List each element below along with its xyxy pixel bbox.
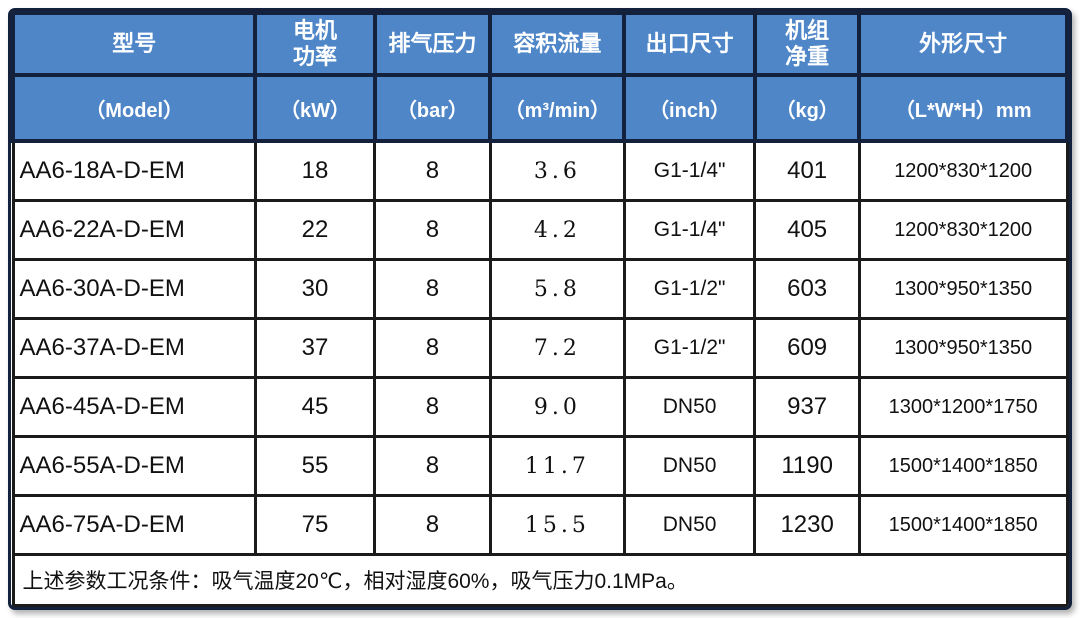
col-unit-motor-power: （kW）	[253, 73, 377, 143]
model-cell: AA6-22A-D-EM	[11, 199, 257, 261]
flow-cell: 4.2	[488, 199, 626, 261]
footnote-text: 上述参数工况条件：吸气温度20℃，相对湿度60%，吸气压力0.1MPa。	[11, 553, 1069, 607]
pressure-cell: 8	[373, 258, 492, 320]
col-header-weight: 机组 净重	[752, 11, 862, 77]
table-row: AA6-75A-D-EM 75 8 15.5 DN50 1230 1500*1400*185…	[11, 494, 1069, 556]
power-cell: 45	[253, 376, 377, 438]
pressure-cell: 8	[373, 494, 492, 556]
power-cell: 55	[253, 435, 377, 497]
col-header-pressure: 排气压力	[372, 11, 493, 77]
dimensions-cell: 1500*1400*1850	[857, 494, 1069, 556]
flow-cell: 9.0	[488, 376, 626, 438]
outlet-cell: G1-1/4"	[622, 199, 757, 261]
flow-cell: 3.6	[488, 139, 626, 202]
table-row: AA6-45A-D-EM 45 8 9.0 DN50 937 1300*1200*1750	[11, 376, 1069, 438]
model-cell: AA6-45A-D-EM	[11, 376, 257, 438]
header-unit-row: （Model） （kW） （bar） （m³/min） （inch） （kg） …	[11, 73, 1069, 143]
table-body: AA6-18A-D-EM 18 8 3.6 G1-1/4" 401 1200*830*120…	[11, 139, 1069, 556]
dimensions-cell: 1300*950*1350	[857, 258, 1069, 320]
table-row: AA6-18A-D-EM 18 8 3.6 G1-1/4" 401 1200*830*120…	[11, 139, 1069, 202]
model-cell: AA6-37A-D-EM	[11, 317, 257, 379]
dimensions-cell: 1200*830*1200	[857, 199, 1069, 261]
table-header: 型号 电机 功率 排气压力 容积流量 出口尺寸 机组 净重 外形尺寸 （Mode…	[11, 11, 1069, 143]
weight-cell: 405	[753, 199, 861, 261]
model-cell: AA6-30A-D-EM	[11, 258, 257, 320]
col-unit-outlet: （inch）	[622, 73, 757, 143]
dimensions-cell: 1300*1200*1750	[857, 376, 1069, 438]
outlet-cell: DN50	[622, 376, 757, 438]
col-unit-dimensions: （L*W*H）mm	[857, 73, 1069, 143]
spec-table: 型号 电机 功率 排气压力 容积流量 出口尺寸 机组 净重 外形尺寸 （Mode…	[8, 8, 1072, 610]
pressure-cell: 8	[373, 435, 492, 497]
model-cell: AA6-75A-D-EM	[11, 494, 257, 556]
outlet-cell: DN50	[622, 494, 757, 556]
power-cell: 22	[253, 199, 377, 261]
model-cell: AA6-55A-D-EM	[11, 435, 257, 497]
outlet-cell: G1-1/2"	[622, 258, 757, 320]
header-title-row: 型号 电机 功率 排气压力 容积流量 出口尺寸 机组 净重 外形尺寸	[11, 11, 1069, 77]
pressure-cell: 8	[373, 376, 492, 438]
model-cell: AA6-18A-D-EM	[11, 139, 257, 202]
col-header-flow: 容积流量	[488, 11, 627, 77]
table-row: AA6-22A-D-EM 22 8 4.2 G1-1/4" 405 1200*830*120…	[11, 199, 1069, 261]
col-unit-model: （Model）	[11, 73, 258, 143]
flow-cell: 11.7	[488, 435, 626, 497]
flow-cell: 15.5	[488, 494, 626, 556]
col-header-outlet: 出口尺寸	[622, 11, 757, 77]
table-footer: 上述参数工况条件：吸气温度20℃，相对湿度60%，吸气压力0.1MPa。	[11, 553, 1069, 607]
compressor-spec-table: 型号 电机 功率 排气压力 容积流量 出口尺寸 机组 净重 外形尺寸 （Mode…	[11, 11, 1069, 607]
outlet-cell: G1-1/2"	[622, 317, 757, 379]
weight-cell: 1190	[753, 435, 861, 497]
outlet-cell: G1-1/4"	[622, 139, 757, 202]
power-cell: 30	[253, 258, 377, 320]
pressure-cell: 8	[373, 199, 492, 261]
pressure-cell: 8	[373, 139, 492, 202]
dimensions-cell: 1200*830*1200	[857, 139, 1069, 202]
weight-cell: 401	[753, 139, 861, 202]
table-row: AA6-55A-D-EM 55 8 11.7 DN50 1190 1500*1400*185…	[11, 435, 1069, 497]
weight-cell: 937	[753, 376, 861, 438]
dimensions-cell: 1300*950*1350	[857, 317, 1069, 379]
col-unit-pressure: （bar）	[372, 73, 493, 143]
weight-cell: 603	[753, 258, 861, 320]
footnote-row: 上述参数工况条件：吸气温度20℃，相对湿度60%，吸气压力0.1MPa。	[11, 553, 1069, 607]
outlet-cell: DN50	[622, 435, 757, 497]
col-unit-flow: （m³/min）	[488, 73, 627, 143]
flow-cell: 5.8	[488, 258, 626, 320]
weight-cell: 1230	[753, 494, 861, 556]
power-cell: 75	[253, 494, 377, 556]
col-header-dimensions: 外形尺寸	[857, 11, 1069, 77]
col-unit-weight: （kg）	[752, 73, 862, 143]
flow-cell: 7.2	[488, 317, 626, 379]
table-row: AA6-30A-D-EM 30 8 5.8 G1-1/2" 603 1300*950*135…	[11, 258, 1069, 320]
dimensions-cell: 1500*1400*1850	[857, 435, 1069, 497]
col-header-model: 型号	[11, 11, 258, 77]
table-row: AA6-37A-D-EM 37 8 7.2 G1-1/2" 609 1300*950*135…	[11, 317, 1069, 379]
power-cell: 18	[253, 139, 377, 202]
power-cell: 37	[253, 317, 377, 379]
pressure-cell: 8	[373, 317, 492, 379]
col-header-motor-power: 电机 功率	[253, 11, 377, 77]
weight-cell: 609	[753, 317, 861, 379]
